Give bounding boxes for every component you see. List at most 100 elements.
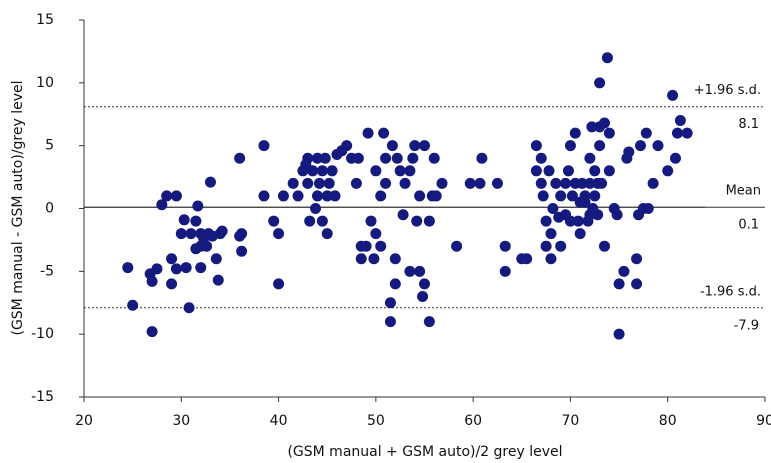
point [572, 215, 584, 227]
point [419, 140, 430, 152]
point [474, 177, 486, 189]
point [370, 228, 382, 240]
point [671, 127, 683, 139]
y-tick-label: 5 [45, 138, 54, 154]
point [360, 240, 372, 252]
point [178, 214, 190, 226]
point [311, 190, 323, 202]
point [370, 165, 382, 177]
x-tick-label: 90 [756, 413, 771, 429]
point [277, 190, 289, 202]
point [326, 165, 338, 177]
point [535, 152, 547, 164]
point [375, 190, 387, 202]
y-tick-label: 15 [36, 12, 54, 28]
point [204, 176, 216, 188]
point [537, 190, 549, 202]
point [399, 177, 411, 189]
point [389, 278, 401, 290]
point [613, 278, 625, 290]
point [540, 240, 552, 252]
y-tick-label: 0 [45, 201, 54, 217]
point [598, 240, 610, 252]
point [669, 152, 681, 164]
point [409, 140, 421, 152]
point [574, 228, 586, 240]
point [601, 52, 613, 64]
point [323, 177, 335, 189]
point [414, 265, 426, 277]
point [236, 245, 248, 257]
point [258, 190, 270, 202]
point [681, 127, 693, 139]
point [430, 190, 442, 202]
x-tick-label: 20 [75, 413, 93, 429]
x-tick-label: 40 [270, 413, 288, 429]
point [555, 240, 567, 252]
x-tick-label: 70 [562, 413, 580, 429]
point [151, 263, 163, 275]
point [302, 177, 314, 189]
point [313, 177, 325, 189]
point [391, 152, 403, 164]
point [555, 190, 567, 202]
point [146, 275, 158, 287]
point [397, 209, 409, 221]
point [530, 140, 542, 152]
point [576, 177, 588, 189]
point [530, 165, 542, 177]
point [404, 165, 416, 177]
point [195, 262, 207, 274]
point [404, 265, 416, 277]
point [166, 278, 178, 290]
point [166, 253, 178, 265]
point [547, 203, 559, 214]
point [535, 177, 547, 189]
reference-line-name: +1.96 s.d. [694, 83, 761, 98]
x-axis-label: (GSM manual + GSM auto)/2 grey level [287, 444, 562, 460]
point [389, 253, 401, 265]
point [210, 253, 222, 265]
point [596, 177, 608, 189]
point [236, 228, 248, 240]
point [631, 278, 643, 290]
x-tick-label: 30 [172, 413, 190, 429]
point [258, 140, 270, 152]
point [273, 278, 285, 290]
point [316, 215, 328, 227]
point [302, 152, 314, 164]
point [647, 177, 659, 189]
reference-line-value: 0.1 [738, 218, 759, 233]
point [350, 177, 362, 189]
point [304, 215, 316, 227]
point [584, 177, 596, 189]
point [268, 215, 280, 227]
point [310, 203, 322, 214]
point [603, 127, 615, 139]
point [589, 190, 601, 202]
y-axis-label: (GSM manual - GSM auto)/grey level [10, 80, 26, 335]
point [156, 199, 168, 211]
point [365, 215, 377, 227]
point [560, 177, 572, 189]
point [170, 190, 182, 202]
point [594, 140, 606, 152]
point [598, 117, 610, 129]
point [380, 152, 392, 164]
point [355, 253, 367, 265]
point [386, 140, 398, 152]
point [642, 203, 654, 214]
point [594, 77, 606, 89]
point [384, 297, 396, 309]
point [122, 262, 134, 274]
point [414, 190, 426, 202]
point [384, 316, 396, 328]
point [564, 215, 576, 227]
point [545, 253, 557, 265]
point [394, 165, 406, 177]
point [569, 127, 581, 139]
point [540, 215, 552, 227]
reference-line-name: -1.96 s.d. [700, 284, 761, 299]
point [618, 265, 630, 277]
point [611, 209, 623, 221]
